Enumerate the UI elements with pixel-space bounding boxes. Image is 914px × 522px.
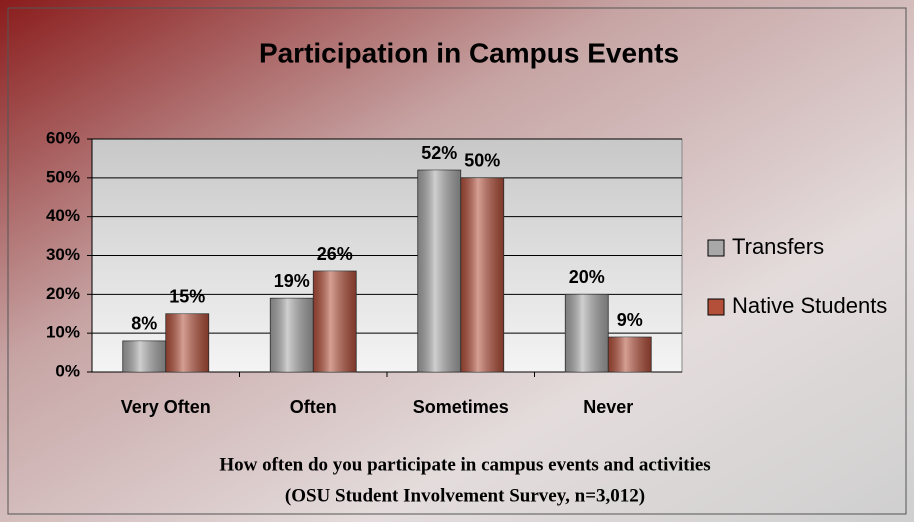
frame	[7, 7, 907, 515]
x-tick-label: Never	[583, 397, 633, 417]
y-tick-label: 20%	[46, 284, 80, 303]
bar	[460, 177, 505, 373]
bar	[607, 336, 652, 373]
chart-title: Participation in Campus Events	[259, 37, 679, 68]
bar	[564, 293, 609, 373]
caption: How often do you participate in campus e…	[219, 454, 710, 475]
value-label: 26%	[317, 244, 353, 264]
bar	[312, 270, 357, 373]
y-tick-label: 50%	[46, 167, 80, 186]
x-tick-label: Sometimes	[413, 397, 509, 417]
value-label: 50%	[464, 151, 500, 171]
bar	[165, 313, 210, 373]
legend-label: Native Students	[732, 293, 887, 318]
legend-swatch	[707, 239, 725, 257]
y-tick-label: 0%	[55, 361, 80, 380]
y-tick-label: 30%	[46, 245, 80, 264]
y-tick-label: 40%	[46, 206, 80, 225]
x-tick-label: Often	[290, 397, 337, 417]
legend-label: Transfers	[732, 234, 824, 259]
value-label: 15%	[169, 287, 205, 307]
legend-swatch	[707, 298, 725, 316]
value-label: 20%	[569, 267, 605, 287]
value-label: 9%	[617, 310, 643, 330]
y-tick-label: 10%	[46, 323, 80, 342]
bar	[417, 169, 462, 373]
x-tick-label: Very Often	[121, 397, 211, 417]
value-label: 8%	[131, 314, 157, 334]
y-tick-label: 60%	[46, 128, 80, 147]
bar	[122, 340, 167, 373]
value-label: 19%	[274, 271, 310, 291]
bar	[269, 297, 314, 373]
value-label: 52%	[421, 143, 457, 163]
caption: (OSU Student Involvement Survey, n=3,012…	[285, 485, 645, 506]
